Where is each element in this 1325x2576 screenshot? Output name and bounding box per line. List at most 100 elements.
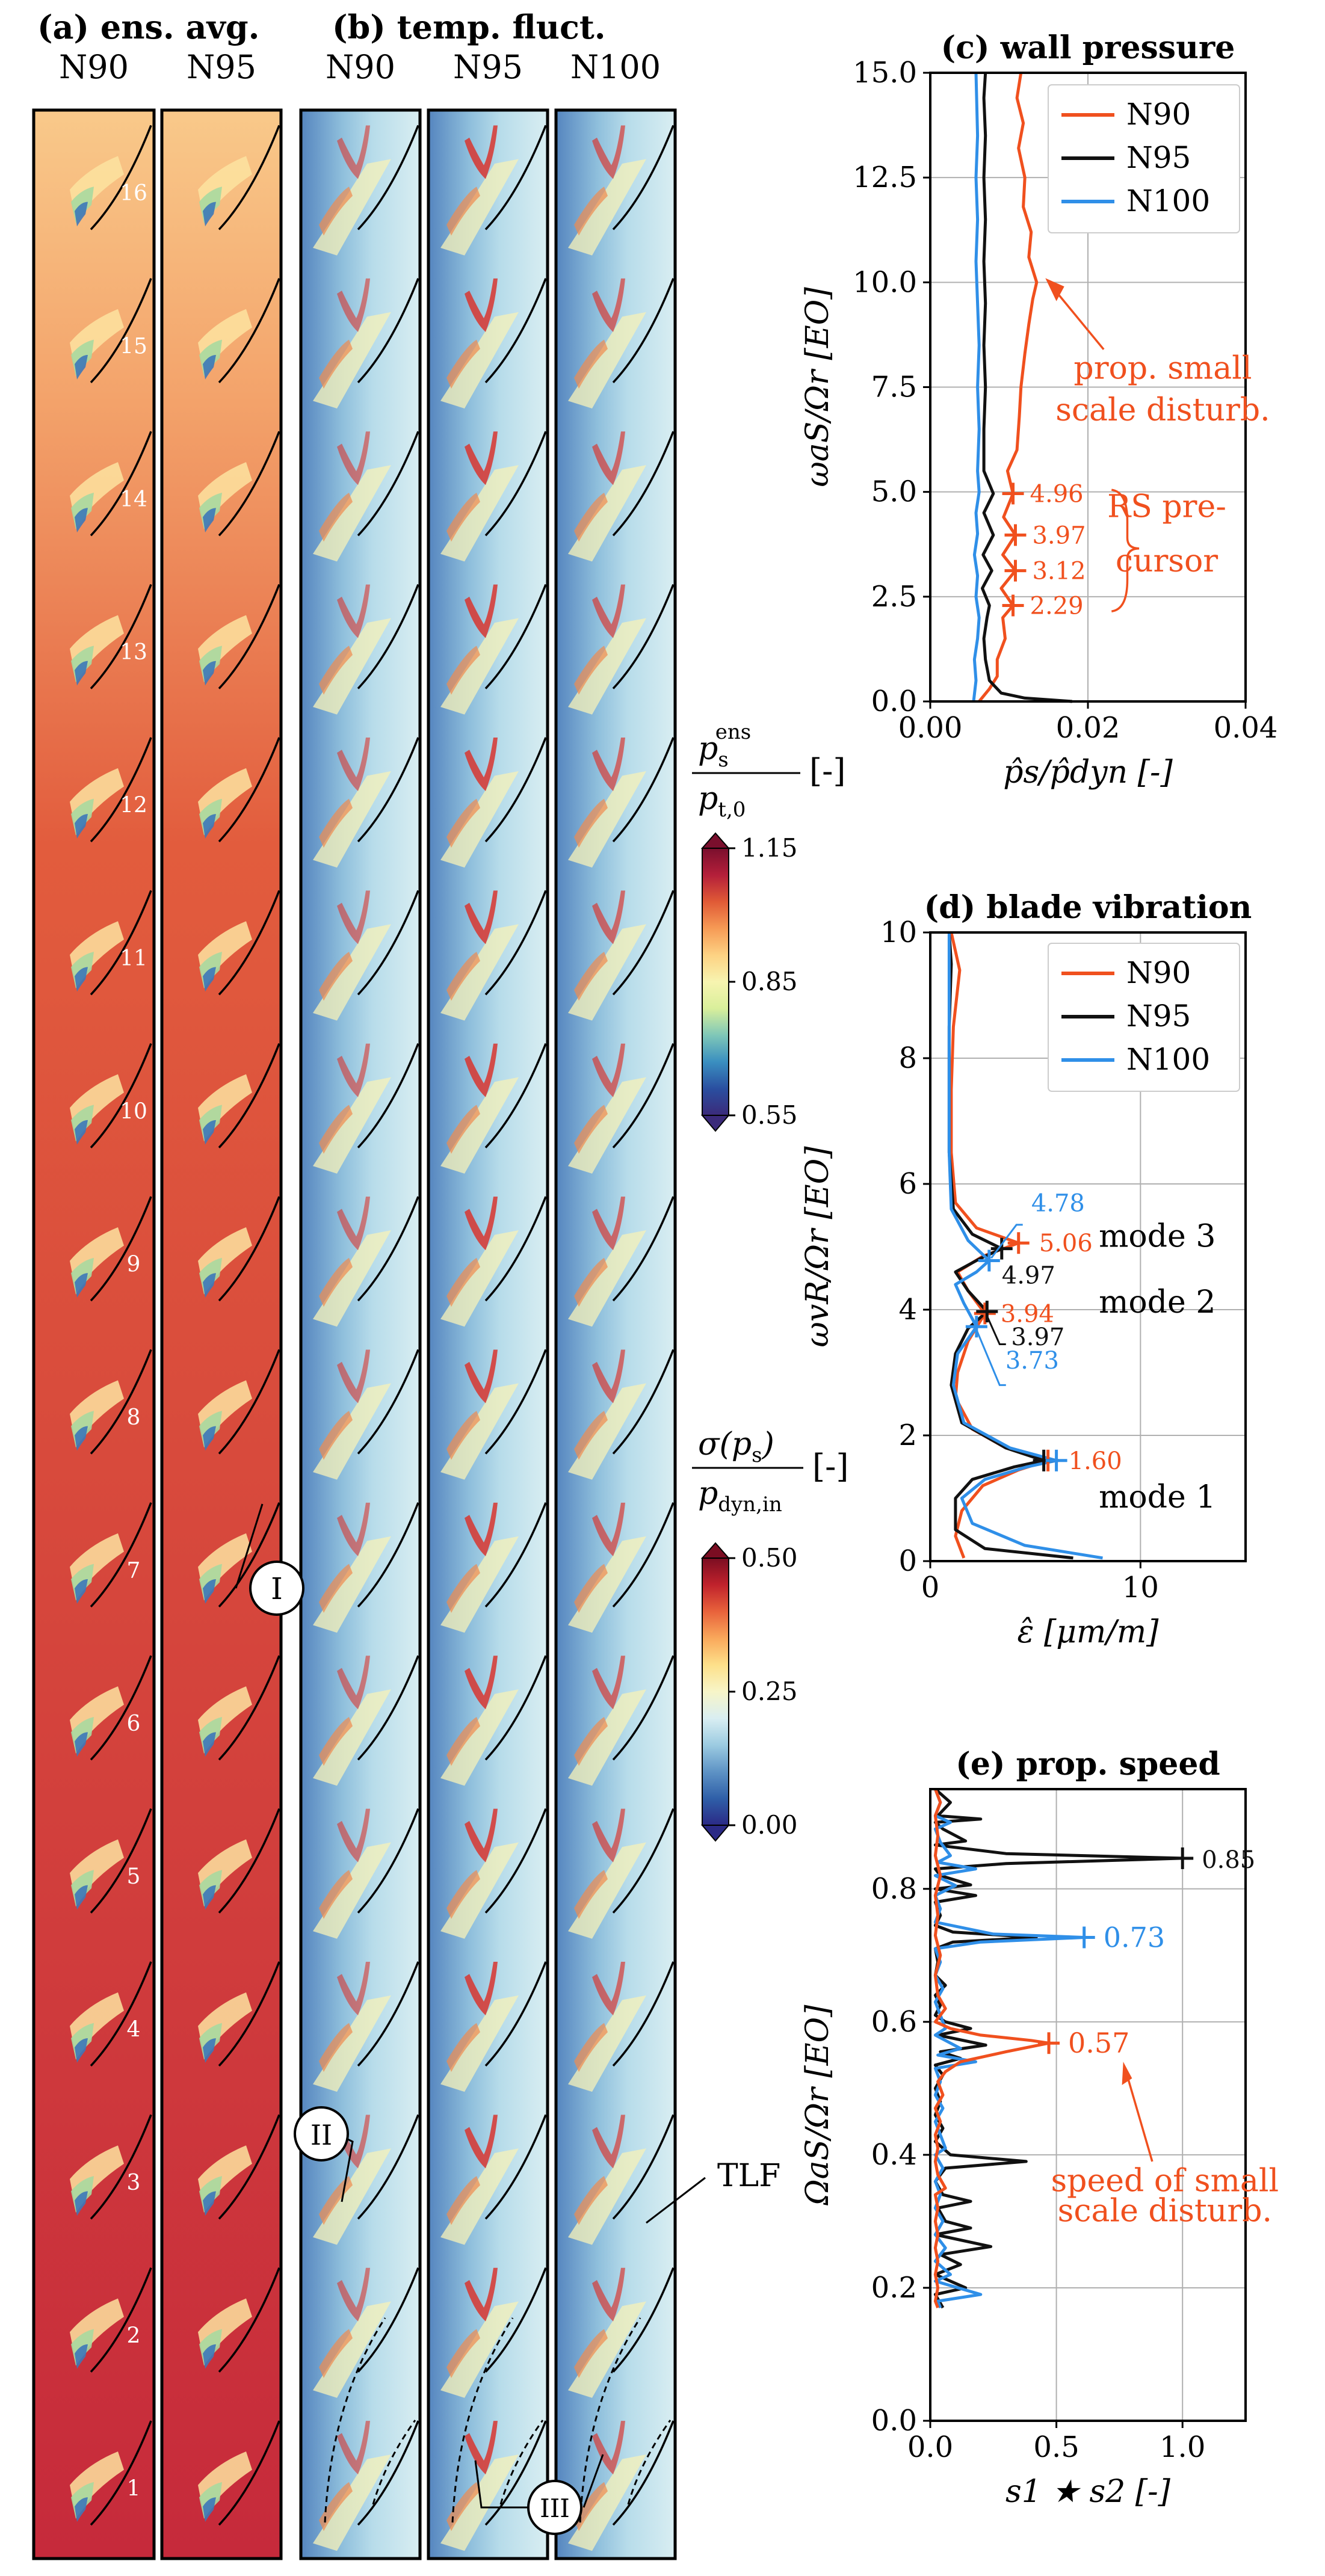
fluctuation-band bbox=[313, 1995, 391, 2092]
orange-disturbance bbox=[574, 1257, 608, 1307]
red-disturbance bbox=[337, 1349, 370, 1404]
passage-number: 16 bbox=[120, 181, 147, 206]
orange-disturbance bbox=[574, 1870, 608, 1919]
passage-number: 9 bbox=[127, 1253, 141, 1277]
annotation-text: mode 2 bbox=[1099, 1284, 1215, 1320]
orange-disturbance bbox=[319, 2023, 353, 2072]
cb1-unit: [-] bbox=[809, 752, 845, 790]
series-n100 bbox=[933, 1789, 1086, 2308]
fluctuation-band bbox=[440, 2301, 519, 2398]
fluctuation-band bbox=[313, 1230, 391, 1327]
annotation-II: II bbox=[294, 2106, 354, 2202]
blade-line bbox=[612, 278, 675, 383]
passage-number: 15 bbox=[120, 334, 147, 359]
svg-text:II: II bbox=[310, 2119, 332, 2151]
blade-line bbox=[90, 2267, 152, 2373]
strip-a-passages bbox=[70, 125, 152, 2526]
red-disturbance bbox=[337, 1502, 370, 1556]
red-disturbance bbox=[337, 2421, 370, 2475]
passage-number: 14 bbox=[120, 487, 147, 512]
strip-a-n95 bbox=[162, 110, 281, 2559]
red-disturbance bbox=[337, 2267, 370, 2322]
fluctuation-band bbox=[313, 465, 391, 562]
cb2-arrow-bottom bbox=[700, 1825, 730, 1842]
passage-number: 8 bbox=[127, 1405, 141, 1430]
series-n95 bbox=[981, 72, 1072, 703]
red-disturbance bbox=[465, 737, 498, 791]
orange-disturbance bbox=[319, 339, 353, 389]
svg-text:I: I bbox=[271, 1571, 283, 1606]
y-tick-label: 0 bbox=[898, 1544, 917, 1578]
blade-line bbox=[357, 2114, 419, 2220]
cb2-numerator: σ(ps) bbox=[698, 1426, 774, 1467]
fluctuation-band bbox=[568, 2301, 646, 2398]
marker-label: 3.73 bbox=[1005, 1347, 1059, 1375]
vortex-core bbox=[203, 661, 216, 686]
blade-line bbox=[484, 2267, 547, 2373]
red-disturbance bbox=[592, 1197, 625, 1251]
series-n95 bbox=[933, 1788, 1184, 2309]
red-disturbance bbox=[592, 125, 625, 179]
red-disturbance bbox=[465, 278, 498, 332]
blade-line bbox=[612, 1043, 675, 1148]
blade-line bbox=[357, 737, 419, 843]
orange-disturbance bbox=[319, 798, 353, 848]
red-disturbance bbox=[337, 1808, 370, 1863]
red-disturbance bbox=[465, 584, 498, 638]
fluctuation-band bbox=[440, 312, 519, 409]
red-disturbance bbox=[592, 1961, 625, 2015]
vortex-core bbox=[75, 1885, 88, 1910]
red-disturbance bbox=[592, 1656, 625, 1710]
passage-number: 7 bbox=[127, 1558, 141, 1583]
fluctuation-band bbox=[313, 312, 391, 409]
blade-line bbox=[218, 431, 280, 537]
blade-line bbox=[484, 2420, 547, 2526]
marker-label: 0.57 bbox=[1068, 2027, 1129, 2059]
panel-a-col-2: N95 bbox=[187, 48, 256, 86]
passage-number: 2 bbox=[127, 2323, 141, 2348]
vortex-core bbox=[75, 967, 88, 992]
blade-line bbox=[612, 1808, 675, 1914]
blade-line bbox=[612, 1502, 675, 1607]
blade-line bbox=[484, 1196, 547, 1302]
series-n100 bbox=[972, 72, 981, 702]
red-disturbance bbox=[465, 1656, 498, 1710]
blade-line bbox=[484, 431, 547, 537]
red-disturbance bbox=[465, 1961, 498, 2015]
fluctuation-band bbox=[568, 2454, 646, 2551]
orange-disturbance bbox=[446, 339, 480, 389]
orange-disturbance bbox=[446, 952, 480, 1001]
y-axis-label: ΩaS/Ωr [EO] bbox=[800, 2004, 836, 2206]
orange-disturbance bbox=[446, 1411, 480, 1460]
blade-line bbox=[357, 1502, 419, 1607]
orange-disturbance bbox=[319, 1870, 353, 1919]
fluctuation-band bbox=[440, 1230, 519, 1327]
fluctuation-band bbox=[313, 1077, 391, 1174]
y-tick-label: 8 bbox=[898, 1041, 917, 1075]
annotation-tlf: TLF bbox=[646, 2158, 780, 2224]
plot-frame bbox=[929, 931, 1247, 1562]
vortex-core bbox=[75, 814, 88, 839]
vortex-core bbox=[75, 1273, 88, 1298]
vortex-core bbox=[203, 508, 216, 533]
leader-line bbox=[975, 1329, 1006, 1386]
passage-numbers: 16 15 14 13 12 11 10 9 8 7 6 5 4 3 2 1 bbox=[120, 181, 147, 2501]
y-tick-label: 0.8 bbox=[871, 1872, 917, 1906]
blade-line bbox=[612, 2267, 675, 2373]
legend-label: N90 bbox=[1126, 97, 1191, 132]
x-tick-label: 0.04 bbox=[1214, 711, 1278, 745]
panel-b-col-3: N100 bbox=[570, 48, 661, 86]
orange-disturbance bbox=[319, 1257, 353, 1307]
vortex-core bbox=[75, 2344, 88, 2369]
fluctuation-band bbox=[313, 1383, 391, 1480]
strip-a-n95-frame bbox=[160, 108, 283, 2560]
tlf-trajectory bbox=[451, 2317, 514, 2523]
y-tick-label: 4 bbox=[898, 1293, 917, 1327]
red-disturbance bbox=[465, 2421, 498, 2475]
blade-line bbox=[90, 2114, 152, 2220]
cb1-bar bbox=[702, 848, 729, 1116]
blade-line bbox=[612, 2420, 675, 2526]
vortex-core bbox=[75, 1732, 88, 1757]
fluctuation-band bbox=[440, 771, 519, 868]
